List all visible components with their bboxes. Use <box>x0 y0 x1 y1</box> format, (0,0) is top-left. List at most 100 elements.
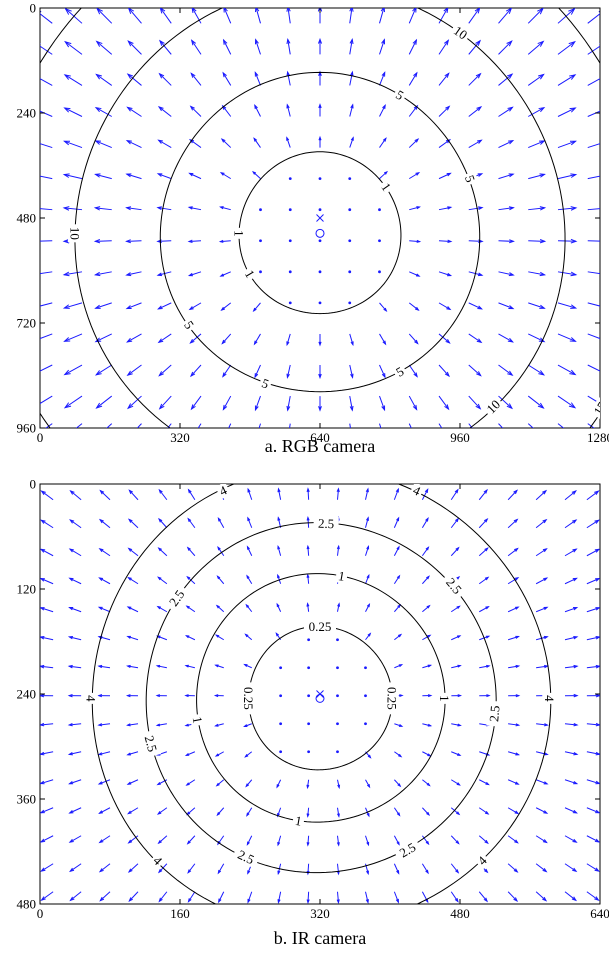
vector-arrow <box>586 519 600 529</box>
vector-arrow <box>365 602 371 612</box>
vector-arrow <box>286 70 291 86</box>
vector-arrow <box>421 517 429 529</box>
vector-arrow <box>136 423 142 428</box>
vector-dot <box>279 722 283 726</box>
vector-arrow <box>286 136 291 148</box>
vector-arrow <box>587 423 595 428</box>
vector-arrow <box>254 395 261 412</box>
vector-arrow <box>99 489 111 501</box>
y-tick-label: 480 <box>17 211 37 226</box>
vector-arrow <box>438 239 453 243</box>
vector-arrow <box>451 694 463 698</box>
vector-arrow <box>244 633 253 641</box>
vector-arrow <box>586 891 600 901</box>
contour-label: 1 <box>190 715 206 724</box>
vector-arrow <box>185 605 196 613</box>
vector-arrow <box>98 863 111 873</box>
y-tick-label: 480 <box>17 897 37 912</box>
vector-arrow <box>62 206 83 211</box>
vector-arrow <box>507 807 520 815</box>
vector-arrow <box>223 8 232 24</box>
contour-label-bg <box>393 837 422 863</box>
vector-dot <box>307 722 311 726</box>
vector-arrow <box>218 891 225 904</box>
vector-arrow <box>507 576 520 585</box>
vector-arrow <box>158 517 168 529</box>
vector-arrow <box>40 78 53 86</box>
vector-arrow <box>408 38 418 55</box>
vector-arrow <box>258 423 261 428</box>
vector-arrow <box>379 38 386 55</box>
vector-arrow <box>125 271 142 277</box>
vector-arrow <box>507 835 519 844</box>
vector-arrow <box>40 779 54 785</box>
vector-arrow <box>64 40 83 55</box>
vector-arrow <box>253 333 261 346</box>
vector-arrow <box>587 208 600 211</box>
vector-arrow <box>498 40 513 55</box>
vector-arrow <box>217 863 225 875</box>
vector-arrow <box>254 71 261 86</box>
vector-arrow <box>219 271 231 277</box>
vector-arrow <box>349 103 354 117</box>
y-tick-label: 0 <box>30 1 37 16</box>
vector-arrow <box>528 206 547 211</box>
vector-arrow <box>379 8 385 24</box>
y-tick-label: 360 <box>17 792 37 807</box>
vector-arrow <box>587 10 600 24</box>
vector-arrow <box>128 489 139 501</box>
vector-arrow <box>245 603 253 613</box>
vector-arrow <box>187 488 196 501</box>
vector-arrow <box>286 395 291 412</box>
vector-arrow <box>586 751 600 756</box>
vector-arrow <box>564 863 578 873</box>
vector-arrow <box>438 302 452 311</box>
vector-arrow <box>68 577 82 585</box>
vector-arrow <box>190 395 202 411</box>
vector-arrow <box>93 206 112 211</box>
x-tick-label: 160 <box>170 906 190 921</box>
vector-arrow <box>213 694 224 698</box>
vector-arrow <box>40 835 54 843</box>
vector-arrow <box>336 544 340 556</box>
vector-arrow <box>394 723 404 727</box>
vector-arrow <box>197 423 202 428</box>
vector-arrow <box>478 891 488 903</box>
vector-arrow <box>438 364 450 378</box>
vector-dot <box>348 270 352 274</box>
vector-arrow <box>557 364 577 376</box>
contour-label-bg <box>163 583 190 613</box>
vector-arrow <box>365 487 369 500</box>
vector-arrow <box>94 106 112 117</box>
contour-label: 5 <box>260 375 271 391</box>
vector-arrow <box>40 863 54 872</box>
vector-arrow <box>252 302 261 313</box>
contour-label-bg <box>232 227 247 239</box>
vector-arrow <box>336 487 340 500</box>
image-center-cross <box>316 214 324 222</box>
vector-arrow <box>379 395 386 412</box>
vector-arrow <box>318 135 322 148</box>
vector-dot <box>336 666 339 670</box>
contour-label: 1 <box>437 695 452 702</box>
vector-arrow <box>438 423 443 428</box>
vector-arrow <box>508 664 521 669</box>
vector-arrow <box>393 891 399 904</box>
vector-arrow <box>187 206 202 211</box>
y-tick-label: 240 <box>17 106 37 121</box>
vector-arrow <box>157 106 172 117</box>
vector-arrow <box>528 302 546 309</box>
vector-arrow <box>306 835 310 847</box>
vector-arrow <box>535 835 548 844</box>
vector-arrow <box>393 487 399 500</box>
vector-arrow <box>365 891 369 904</box>
vector-arrow <box>184 664 195 669</box>
vector-arrow <box>379 423 382 428</box>
vector-dot <box>307 694 311 698</box>
vector-arrow <box>498 239 515 244</box>
vector-arrow <box>394 664 404 669</box>
vector-arrow <box>422 604 431 613</box>
vector-arrow <box>586 607 600 613</box>
vector-arrow <box>187 863 196 874</box>
